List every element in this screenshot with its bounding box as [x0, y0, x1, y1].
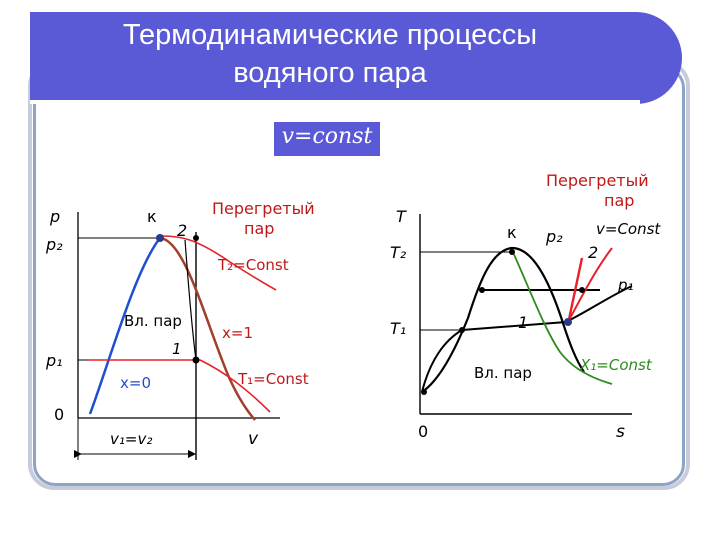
ts-label-T1: T₁ — [390, 319, 406, 338]
pv-liquid-line — [88, 237, 161, 415]
title-underline — [30, 100, 640, 104]
ts-label-p2: p₂ — [545, 227, 563, 246]
pv-label-point-2: 2 — [177, 221, 187, 240]
pv-label-p1: p₁ — [45, 351, 63, 370]
pv-label-zero: 0 — [54, 405, 64, 424]
ts-label-k: к — [507, 223, 517, 242]
pv-curve-a — [184, 239, 197, 361]
pv-label-v: v — [248, 429, 259, 449]
pv-isotherm-t1 — [88, 359, 271, 413]
pv-label-p: p — [49, 207, 60, 226]
pv-label-point-1: 1 — [172, 340, 182, 358]
ts-x1-line — [511, 249, 613, 385]
pv-label-wet-steam: Вл. пар — [124, 312, 182, 330]
ts-isobar-t1 — [421, 285, 633, 393]
ts-labels: Перегретый пар T T₂ T₁ к p₂ v=Const 2 p₁… — [390, 171, 661, 442]
ts-point-2 — [579, 287, 585, 293]
title-banner — [30, 12, 682, 104]
ts-label-T: T — [396, 207, 407, 226]
pv-critical-point — [156, 234, 164, 242]
pv-label-superheated-1: Перегретый — [212, 199, 315, 218]
pv-label-x1: x=1 — [222, 324, 253, 342]
ts-label-point-2: 2 — [588, 243, 598, 262]
slide-title: Термодинамические процессы водяного пара — [60, 16, 600, 92]
ts-label-point-1: 1 — [518, 313, 528, 332]
ts-label-wet-steam: Вл. пар — [474, 364, 532, 382]
ts-label-s: s — [616, 422, 625, 442]
ts-label-superheated-1: Перегретый — [546, 171, 649, 190]
ts-label-p1: p₁ — [617, 276, 634, 294]
ts-dot-b — [459, 327, 465, 333]
pv-labels: p p₂ p₁ 0 к 2 Перегретый пар T₂=Const Вл… — [45, 199, 315, 449]
pv-diagram — [74, 212, 280, 460]
ts-isochore-extra — [567, 247, 613, 323]
ts-dot-c — [421, 389, 427, 395]
ts-point-1 — [564, 318, 572, 326]
pv-label-v1v2: v₁=v₂ — [110, 430, 152, 448]
pv-vapor-line — [159, 236, 256, 421]
pv-label-x0: x=0 — [120, 374, 151, 392]
ts-critical-point — [509, 249, 515, 255]
ts-dot-a — [479, 287, 485, 293]
ts-label-zero: 0 — [418, 422, 428, 441]
pv-label-t1const: T₁=Const — [237, 370, 309, 388]
ts-isochore — [566, 257, 584, 325]
pv-label-p2: p₂ — [45, 235, 63, 254]
ts-saturation-dome — [421, 246, 585, 393]
vconst-badge-label: v=const — [281, 124, 373, 149]
ts-label-T2: T₂ — [390, 243, 407, 262]
ts-label-superheated-2: пар — [604, 191, 634, 210]
pv-isotherm-t2 — [161, 235, 277, 291]
title-line-1: Термодинамические процессы — [122, 19, 538, 51]
pv-label-t2const: T₂=Const — [217, 256, 289, 274]
pv-label-superheated-2: пар — [244, 219, 274, 238]
pv-point-2 — [193, 235, 199, 241]
ts-diagram — [419, 214, 633, 415]
title-line-2: водяного пара — [233, 57, 427, 89]
vconst-badge: v=const — [274, 122, 380, 156]
ts-label-x1const: X₁=Const — [579, 356, 653, 374]
pv-point-1 — [192, 356, 200, 364]
pv-label-k: к — [147, 207, 157, 226]
ts-label-vconst: v=Const — [596, 220, 661, 238]
